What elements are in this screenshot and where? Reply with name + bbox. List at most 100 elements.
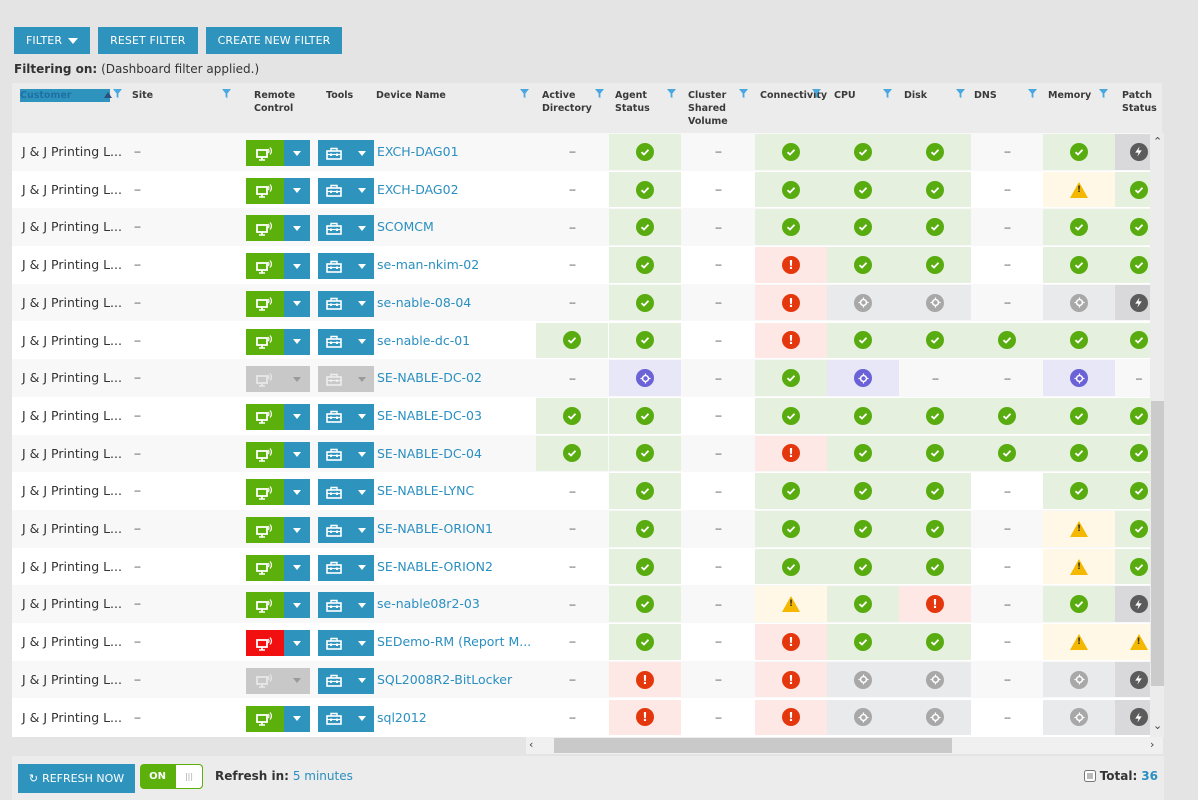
gear-disabled-icon[interactable] [926, 293, 944, 312]
dns-status-cell[interactable] [971, 322, 1043, 359]
check-circle-icon[interactable] [854, 180, 872, 199]
remote-control-dropdown[interactable] [284, 667, 310, 694]
disk-status-cell[interactable] [899, 284, 971, 321]
tools-dropdown[interactable] [350, 706, 374, 732]
scroll-right-arrow-icon[interactable]: › [1150, 738, 1155, 751]
error-circle-icon[interactable]: ! [782, 255, 800, 274]
conn-status-cell[interactable] [755, 171, 827, 208]
tools-button[interactable] [318, 290, 374, 317]
tools-dropdown[interactable] [350, 253, 374, 279]
filter-funnel-icon[interactable] [667, 89, 676, 98]
memory-status-cell[interactable] [1043, 247, 1115, 283]
cpu-status-cell[interactable] [827, 171, 899, 208]
tools-dropdown[interactable] [350, 329, 374, 355]
conn-status-cell[interactable] [755, 473, 827, 509]
gear-pending-icon[interactable] [636, 369, 654, 388]
refresh-now-button[interactable]: ↻ REFRESH NOW [18, 764, 135, 793]
check-circle-icon[interactable] [782, 482, 800, 501]
disk-status-cell[interactable] [899, 699, 971, 736]
agent-status-cell[interactable] [609, 134, 681, 170]
remote-control-button[interactable] [246, 705, 310, 732]
disk-status-cell[interactable] [899, 322, 971, 359]
remote-control-dropdown[interactable] [284, 517, 310, 543]
tools-dropdown[interactable] [350, 366, 374, 392]
tools-button[interactable] [318, 140, 374, 166]
gear-disabled-icon[interactable] [926, 708, 944, 727]
vertical-scrollbar[interactable]: ⌃ ⌄ [1150, 133, 1164, 737]
gear-pending-icon[interactable] [1070, 369, 1088, 388]
agent-status-cell[interactable] [609, 284, 681, 321]
agent-status-cell[interactable] [609, 435, 681, 472]
conn-status-cell[interactable] [755, 511, 827, 547]
patch-bolt-icon[interactable] [1129, 142, 1148, 161]
check-circle-icon[interactable] [854, 255, 872, 274]
check-circle-icon[interactable] [636, 255, 654, 274]
device-name-link[interactable]: SE-NABLE-LYNC [377, 483, 475, 499]
column-header-ad[interactable]: Active Directory [542, 90, 592, 114]
remote-control-dropdown[interactable] [284, 140, 310, 166]
warning-triangle-icon[interactable]: ! [1070, 633, 1088, 650]
disk-status-cell[interactable] [899, 511, 971, 547]
cpu-status-cell[interactable] [827, 397, 899, 434]
horizontal-scrollbar[interactable]: ‹ › [526, 737, 1163, 754]
remote-control-dropdown[interactable] [284, 441, 310, 468]
check-circle-icon[interactable] [1070, 331, 1088, 350]
patch-status-cell[interactable] [1115, 699, 1162, 736]
memory-status-cell[interactable]: ! [1043, 624, 1115, 660]
disk-status-cell[interactable] [899, 473, 971, 509]
error-circle-icon[interactable]: ! [782, 670, 800, 689]
memory-status-cell[interactable] [1043, 322, 1115, 359]
memory-status-cell[interactable] [1043, 284, 1115, 321]
check-circle-icon[interactable] [636, 482, 654, 501]
remote-monitor-icon[interactable] [246, 366, 284, 393]
remote-monitor-icon[interactable] [246, 328, 284, 355]
table-row[interactable]: J & J Printing L... -- SE-NABLE-ORION2 -- --… [12, 547, 1162, 586]
conn-status-cell[interactable]: ! [755, 624, 827, 660]
agent-status-cell[interactable] [609, 247, 681, 283]
check-circle-icon[interactable] [1070, 142, 1088, 161]
remote-monitor-icon[interactable] [246, 479, 284, 506]
memory-status-cell[interactable] [1043, 661, 1115, 698]
tools-button[interactable] [318, 177, 374, 204]
tools-dropdown[interactable] [350, 630, 374, 656]
warning-triangle-icon[interactable]: ! [1129, 633, 1148, 650]
disk-status-cell[interactable] [899, 624, 971, 660]
vertical-scroll-thumb[interactable] [1151, 401, 1164, 686]
check-circle-icon[interactable] [563, 444, 581, 463]
check-circle-icon[interactable] [563, 406, 581, 425]
gear-pending-icon[interactable] [854, 369, 872, 388]
remote-control-button[interactable] [246, 630, 310, 657]
remote-control-button[interactable] [246, 290, 310, 317]
table-row[interactable]: J & J Printing L... -- sql2012 --! --! -- [12, 698, 1162, 737]
cpu-status-cell[interactable] [827, 322, 899, 359]
gear-disabled-icon[interactable] [926, 670, 944, 689]
toolbox-icon[interactable] [318, 442, 350, 468]
ad-status-cell[interactable] [536, 397, 608, 434]
check-circle-icon[interactable] [854, 444, 872, 463]
remote-control-dropdown[interactable] [284, 705, 310, 732]
patch-bolt-icon[interactable] [1129, 670, 1148, 689]
error-circle-icon[interactable]: ! [636, 708, 654, 727]
scroll-up-arrow-icon[interactable]: ⌃ [1153, 135, 1163, 148]
device-name-link[interactable]: SE-NABLE-DC-02 [377, 370, 482, 386]
filter-funnel-icon[interactable] [1028, 89, 1037, 98]
check-circle-icon[interactable] [636, 444, 654, 463]
warning-triangle-icon[interactable]: ! [1070, 558, 1088, 575]
check-circle-icon[interactable] [926, 406, 944, 425]
error-circle-icon[interactable]: ! [782, 331, 800, 350]
check-circle-icon[interactable] [636, 557, 654, 576]
cpu-status-cell[interactable] [827, 624, 899, 660]
column-header-site[interactable]: Site [132, 90, 154, 101]
tools-dropdown[interactable] [350, 215, 374, 241]
tools-dropdown[interactable] [350, 291, 374, 317]
gear-disabled-icon[interactable] [854, 670, 872, 689]
remote-monitor-icon[interactable] [246, 592, 284, 619]
check-circle-icon[interactable] [854, 482, 872, 501]
error-circle-icon[interactable]: ! [636, 670, 654, 689]
cpu-status-cell[interactable] [827, 284, 899, 321]
error-circle-icon[interactable]: ! [782, 293, 800, 312]
create-new-filter-button[interactable]: CREATE NEW FILTER [205, 27, 343, 54]
agent-status-cell[interactable] [609, 397, 681, 434]
table-row[interactable]: J & J Printing L... -- SQL2008R2-BitLocker… [12, 660, 1162, 699]
table-row[interactable]: J & J Printing L... -- SE-NABLE-DC-03 -- [12, 396, 1162, 435]
